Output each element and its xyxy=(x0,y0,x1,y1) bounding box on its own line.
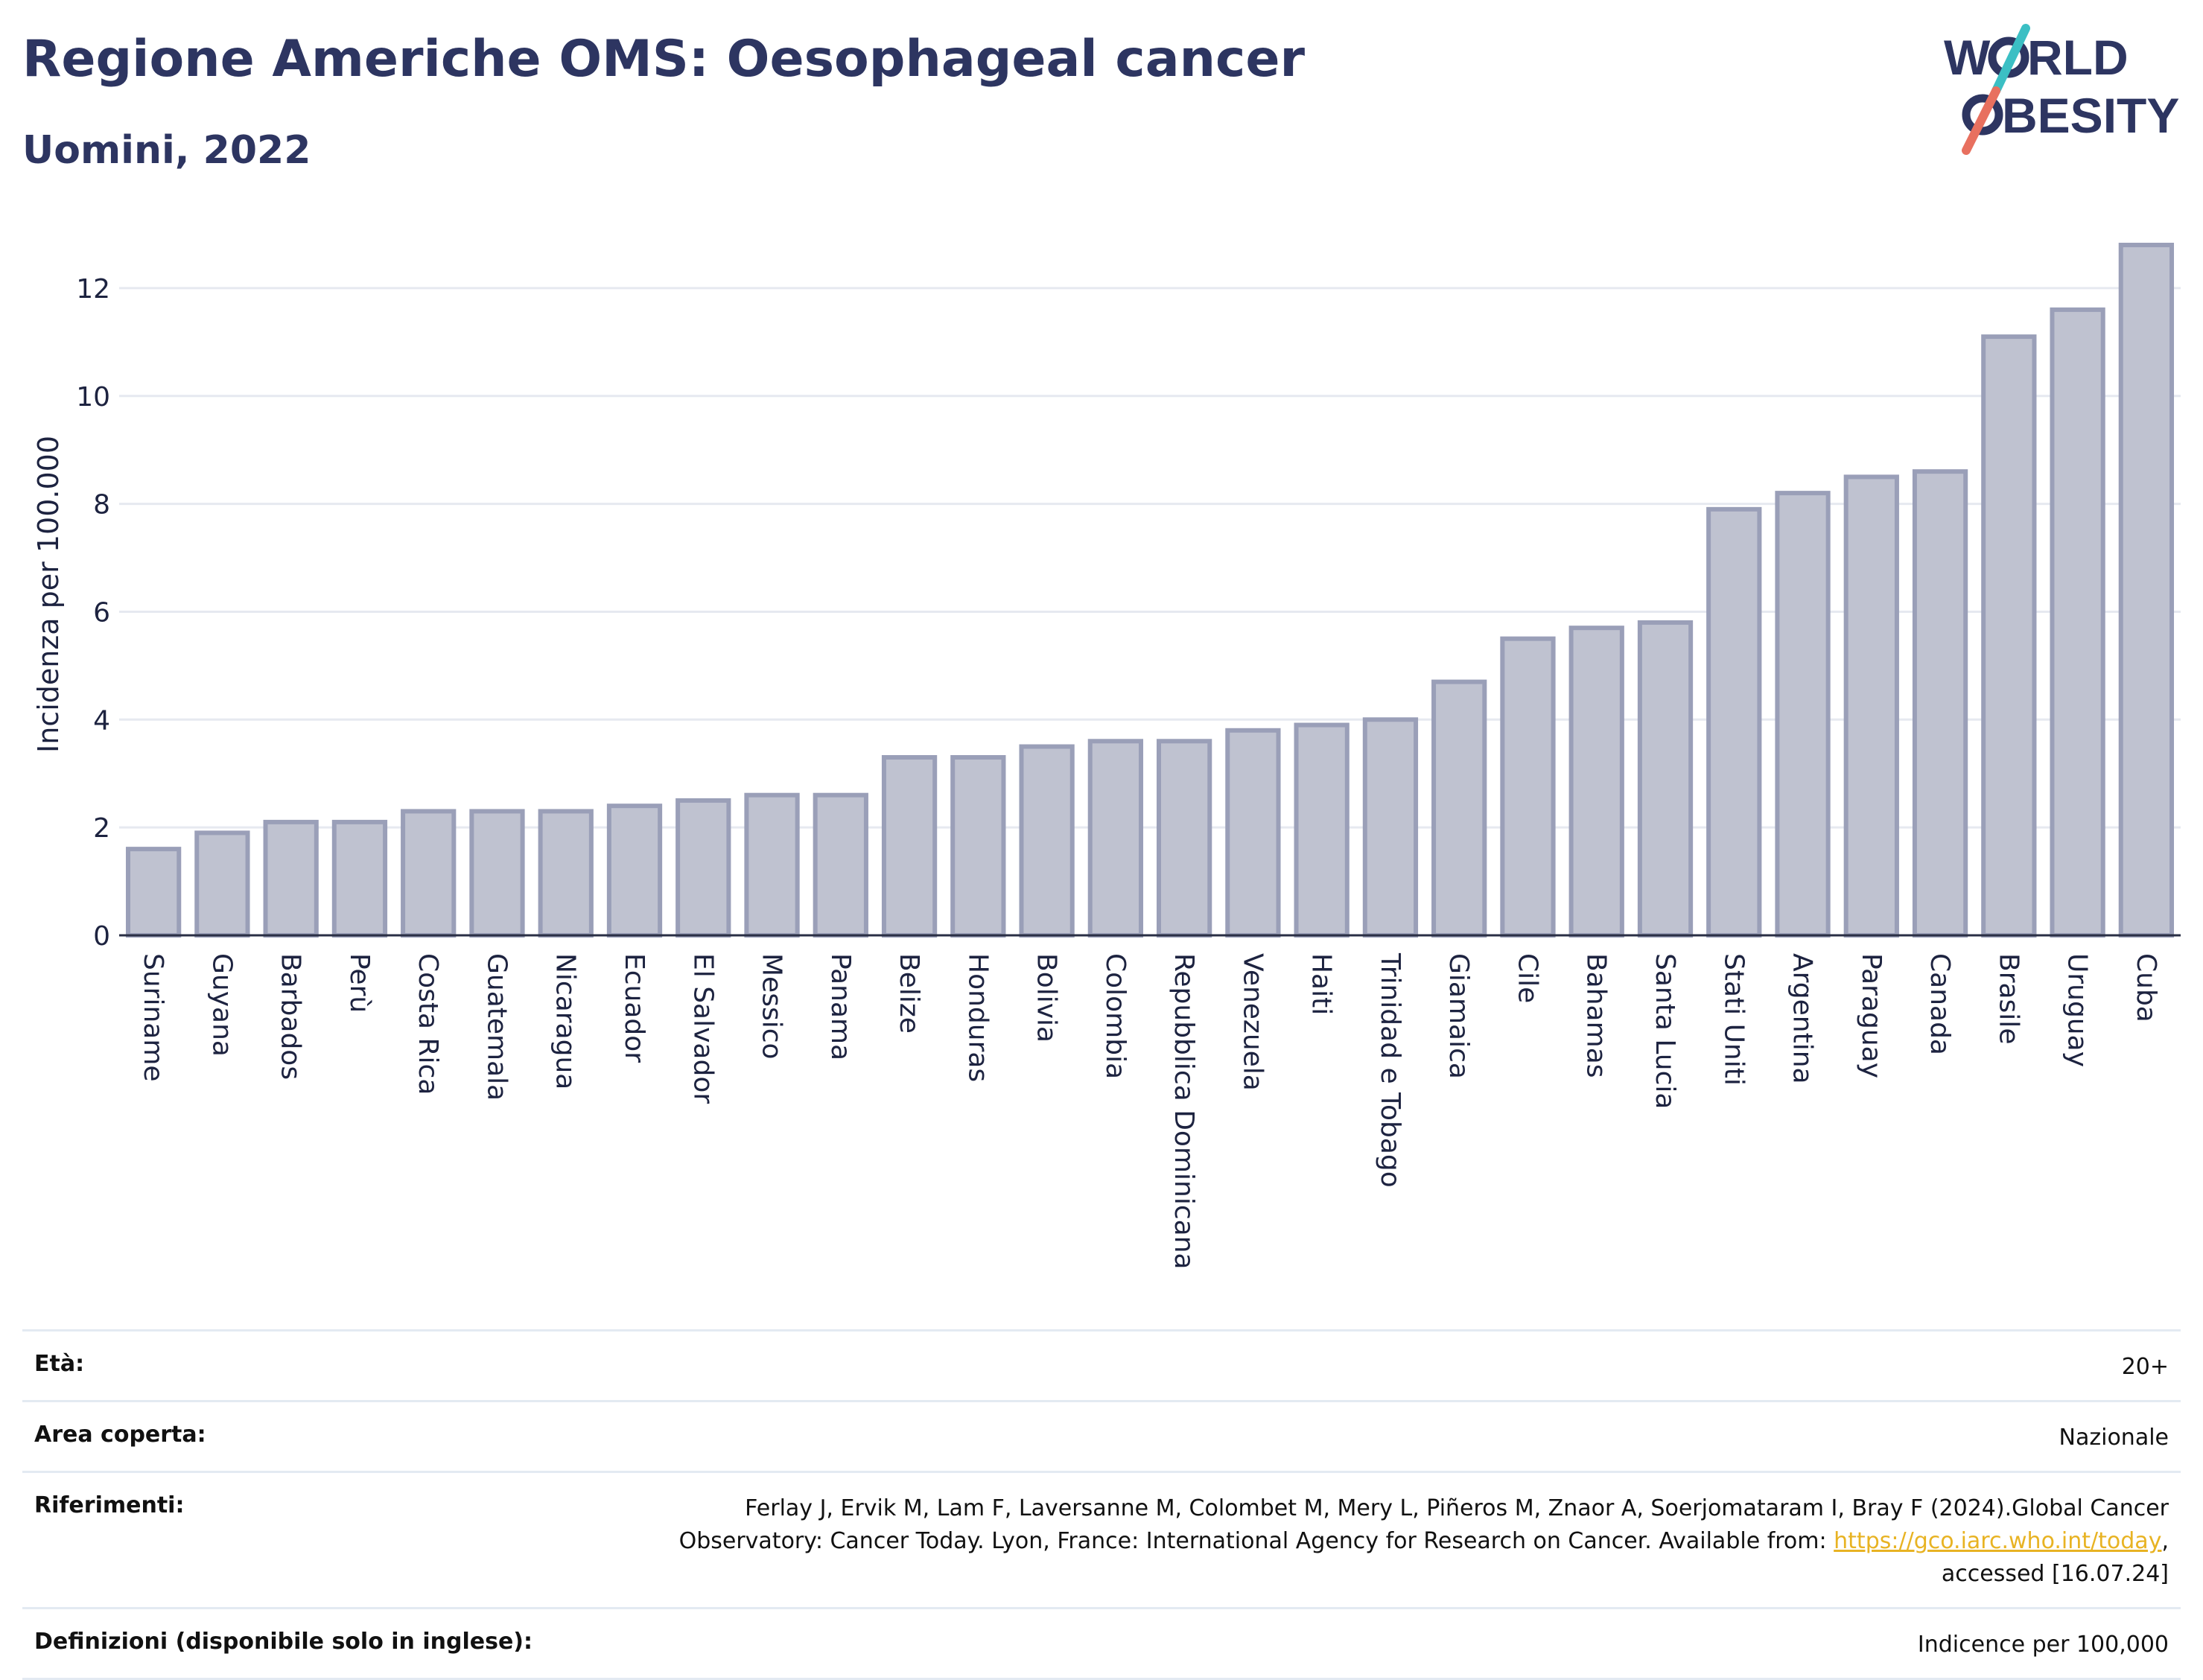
references-accessed: , accessed [16.07.24] xyxy=(1941,1528,2169,1587)
bar xyxy=(813,792,868,938)
bar-chart: 0 2 4 6 8 10 12 Suriname Guyana Barbados Perù Cost… xyxy=(32,242,2181,1270)
x-tick-label: Trinidad e Tobago xyxy=(1375,952,1405,1188)
x-tick-label: Repubblica Dominicana xyxy=(1169,953,1199,1270)
meta-row-definitions: Definizioni (disponibile solo in inglese… xyxy=(22,1607,2181,1680)
bar xyxy=(538,809,594,938)
y-tick-labels: 0 2 4 6 8 10 12 xyxy=(76,274,110,952)
bar xyxy=(1775,491,1831,938)
bar xyxy=(1019,744,1075,938)
logo-o-ring-2 xyxy=(1962,94,2003,136)
meta-value-definitions: Indicence per 100,000 xyxy=(1917,1632,2169,1658)
x-tick-label: Guatemala xyxy=(481,953,512,1101)
bar xyxy=(1637,620,1694,938)
bar xyxy=(1843,474,1899,938)
x-tick-label: Bolivia xyxy=(1031,953,1062,1043)
y-tick-label: 4 xyxy=(93,705,110,736)
logo-besity: BESITY xyxy=(2002,88,2179,143)
bar xyxy=(1500,636,1556,938)
references-link[interactable]: https://gco.iarc.who.int/today xyxy=(1834,1528,2162,1554)
meta-label-definitions: Definizioni (disponibile solo in inglese… xyxy=(34,1629,533,1655)
bar xyxy=(1087,739,1144,938)
bar xyxy=(1912,469,1968,938)
logo-w: W xyxy=(1944,30,1991,85)
y-tick-label: 2 xyxy=(93,813,110,844)
x-tick-label: Nicaragua xyxy=(550,953,581,1089)
grid-lines xyxy=(119,287,2181,829)
y-tick-label: 8 xyxy=(93,490,110,521)
metadata-table: Età: 20+ Area coperta: Nazionale Riferim… xyxy=(22,1329,2181,1680)
y-tick-label: 10 xyxy=(76,382,110,413)
world-obesity-logo: W RLD BESITY xyxy=(1944,24,2179,155)
logo-rld: RLD xyxy=(2027,30,2129,85)
x-tick-label: Colombia xyxy=(1100,953,1131,1079)
meta-label-age: Età: xyxy=(34,1351,85,1377)
x-tick-label: Stati Uniti xyxy=(1718,953,1749,1086)
bars xyxy=(125,242,2175,938)
x-tick-label: Venezuela xyxy=(1237,953,1268,1091)
x-tick-label: Canada xyxy=(1924,953,1955,1055)
bar xyxy=(125,847,182,938)
meta-row-references: Riferimenti: Ferlay J, Ervik M, Lam F, L… xyxy=(22,1471,2181,1607)
x-tick-label: Guyana xyxy=(206,953,237,1057)
bar xyxy=(194,830,250,938)
bar xyxy=(1981,334,2037,938)
x-tick-label: Bahamas xyxy=(1581,953,1612,1078)
x-tick-label: Cuba xyxy=(2131,953,2161,1022)
x-tick-label: Barbados xyxy=(276,953,306,1080)
bar xyxy=(2050,307,2105,938)
bar xyxy=(331,819,388,938)
bar xyxy=(744,792,800,938)
x-tick-label: Argentina xyxy=(1787,953,1818,1084)
x-tick-label: El Salvador xyxy=(687,953,718,1104)
bar xyxy=(263,819,319,938)
x-tick-label: Paraguay xyxy=(1856,953,1886,1078)
x-tick-label: Uruguay xyxy=(2062,953,2093,1067)
x-tick-label: Giamaica xyxy=(1443,953,1474,1079)
meta-row-area: Area coperta: Nazionale xyxy=(22,1400,2181,1471)
chart-subtitle: Uomini, 2022 xyxy=(22,128,311,173)
references-text: Ferlay J, Ervik M, Lam F, Laversanne M, … xyxy=(678,1495,2169,1554)
meta-label-references: Riferimenti: xyxy=(34,1492,185,1518)
bar xyxy=(401,809,457,938)
bar xyxy=(1225,728,1281,938)
x-tick-label: Brasile xyxy=(1993,953,2024,1044)
bar xyxy=(1156,739,1212,938)
x-tick-label: Suriname xyxy=(138,953,168,1082)
bar xyxy=(1431,679,1487,938)
bar xyxy=(675,798,731,938)
logo-slash-coral xyxy=(1962,86,2000,155)
x-tick-label: Costa Rica xyxy=(413,953,443,1095)
bar xyxy=(1294,722,1350,938)
meta-value-age: 20+ xyxy=(2121,1354,2169,1380)
y-tick-label: 6 xyxy=(93,597,110,628)
meta-value-references: Ferlay J, Ervik M, Lam F, Laversanne M, … xyxy=(605,1492,2169,1591)
chart-title: Regione Americhe OMS: Oesophageal cancer xyxy=(22,30,1305,89)
x-tick-label: Haiti xyxy=(1306,953,1337,1015)
x-tick-label: Honduras xyxy=(962,953,993,1082)
meta-label-area: Area coperta: xyxy=(34,1422,206,1448)
meta-value-area: Nazionale xyxy=(2059,1425,2169,1451)
bar xyxy=(881,755,938,938)
bar xyxy=(1706,506,1762,938)
bar xyxy=(606,804,663,938)
x-tick-label: Cile xyxy=(1512,953,1542,1003)
y-axis-label: Incidenza per 100.000 xyxy=(32,436,65,753)
x-tick-labels: Suriname Guyana Barbados Perù Costa Rica Guat… xyxy=(138,952,2161,1270)
bar xyxy=(1362,717,1419,938)
y-tick-label: 12 xyxy=(76,274,110,305)
x-tick-label: Messico xyxy=(757,953,787,1060)
bar xyxy=(1568,626,1624,938)
x-tick-label: Ecuador xyxy=(619,953,649,1063)
x-tick-label: Belize xyxy=(894,953,924,1034)
bar xyxy=(950,755,1006,938)
x-tick-label: Santa Lucia xyxy=(1650,953,1680,1109)
bar xyxy=(469,809,525,938)
logo-slash-teal xyxy=(1991,24,2030,95)
x-tick-label: Perù xyxy=(344,953,375,1013)
x-tick-label: Panama xyxy=(825,953,856,1060)
y-tick-label: 0 xyxy=(93,921,110,952)
meta-row-age: Età: 20+ xyxy=(22,1329,2181,1400)
bar xyxy=(2118,242,2175,938)
